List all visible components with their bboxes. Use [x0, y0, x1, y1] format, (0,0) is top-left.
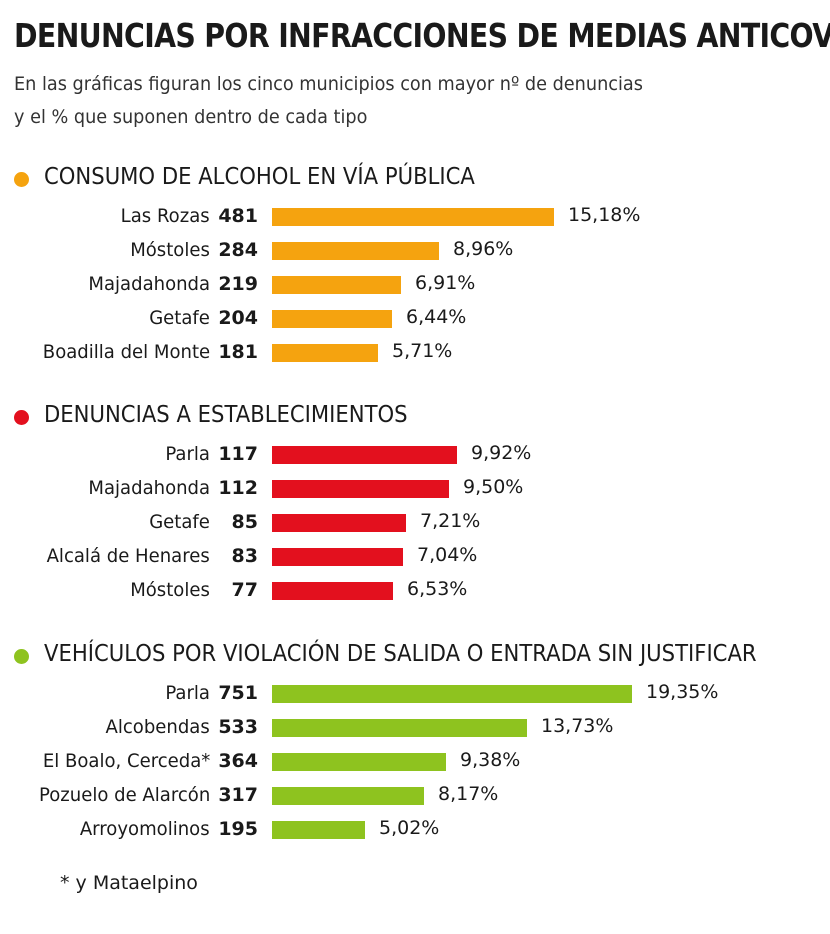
bar [272, 276, 401, 294]
municipality-label: Pozuelo de Alarcón [38, 784, 210, 806]
percentage-label: 13,73% [541, 715, 614, 737]
bar [272, 582, 393, 600]
bar [272, 514, 406, 532]
bar-row: Alcalá de Henares 83 7,04% [0, 540, 830, 574]
municipality-label: El Boalo, Cerceda* [42, 750, 210, 772]
section-header: DENUNCIAS A ESTABLECIMIENTOS [0, 398, 830, 438]
percentage-label: 5,02% [379, 817, 440, 839]
complaint-count: 751 [218, 682, 258, 704]
bar-row: Majadahonda 112 9,50% [0, 472, 830, 506]
bar-row: Parla 751 19,35% [0, 677, 830, 711]
percentage-label: 9,38% [460, 749, 521, 771]
bar-row: El Boalo, Cerceda* 364 9,38% [0, 745, 830, 779]
complaint-count: 181 [218, 341, 258, 363]
section-title: CONSUMO DE ALCOHOL EN VÍA PÚBLICA [44, 164, 475, 190]
percentage-label: 15,18% [568, 204, 641, 226]
bar [272, 685, 632, 703]
complaint-count: 219 [218, 273, 258, 295]
bar-row: Arroyomolinos 195 5,02% [0, 813, 830, 847]
percentage-label: 8,17% [438, 783, 499, 805]
bar [272, 344, 378, 362]
bar [272, 242, 439, 260]
percentage-label: 7,21% [420, 510, 481, 532]
municipality-label: Getafe [149, 307, 210, 329]
section-header: VEHÍCULOS POR VIOLACIÓN DE SALIDA O ENTR… [0, 637, 830, 677]
subtitle-line-2: y el % que suponen dentro de cada tipo [14, 106, 368, 128]
bar-row: Pozuelo de Alarcón 317 8,17% [0, 779, 830, 813]
bar-rows: Parla 117 9,92% Majadahonda 112 9,50% Getafe 85… [0, 438, 830, 608]
municipality-label: Majadahonda [88, 477, 210, 499]
bar-rows: Las Rozas 481 15,18% Móstoles 284 8,96% Majada… [0, 200, 830, 370]
chart-title: DENUNCIAS POR INFRACCIONES DE MEDIAS ANT… [14, 16, 830, 55]
bar-row: Getafe 85 7,21% [0, 506, 830, 540]
complaint-count: 533 [218, 716, 258, 738]
municipality-label: Arroyomolinos [80, 818, 210, 840]
section-title: DENUNCIAS A ESTABLECIMIENTOS [44, 402, 408, 428]
complaint-count: 284 [218, 239, 258, 261]
bar-row: Parla 117 9,92% [0, 438, 830, 472]
municipality-label: Boadilla del Monte [42, 341, 210, 363]
municipality-label: Parla [165, 443, 210, 465]
bar [272, 310, 392, 328]
bar-row: Móstoles 77 6,53% [0, 574, 830, 608]
percentage-label: 6,91% [415, 272, 476, 294]
complaint-count: 77 [231, 579, 258, 601]
bar [272, 548, 403, 566]
bullet-dot-icon [14, 410, 29, 425]
subtitle-line-1: En las gráficas figuran los cinco munici… [14, 73, 643, 95]
municipality-label: Alcobendas [105, 716, 210, 738]
bar [272, 787, 424, 805]
bar-row: Alcobendas 533 13,73% [0, 711, 830, 745]
bar-rows: Parla 751 19,35% Alcobendas 533 13,73% El Boal… [0, 677, 830, 847]
complaint-count: 195 [218, 818, 258, 840]
bullet-dot-icon [14, 172, 29, 187]
municipality-label: Majadahonda [88, 273, 210, 295]
municipality-label: Las Rozas [121, 205, 210, 227]
complaint-count: 204 [218, 307, 258, 329]
bar [272, 719, 527, 737]
chart-subtitle: En las gráficas figuran los cinco munici… [14, 68, 758, 134]
section-establecimientos: DENUNCIAS A ESTABLECIMIENTOS Parla 117 9,9… [0, 398, 830, 608]
complaint-count: 117 [218, 443, 258, 465]
section-title: VEHÍCULOS POR VIOLACIÓN DE SALIDA O ENTR… [44, 641, 757, 667]
municipality-label: Getafe [149, 511, 210, 533]
complaint-count: 364 [218, 750, 258, 772]
percentage-label: 8,96% [453, 238, 514, 260]
bar-row: Móstoles 284 8,96% [0, 234, 830, 268]
percentage-label: 9,50% [463, 476, 524, 498]
complaint-count: 317 [218, 784, 258, 806]
bar-row: Majadahonda 219 6,91% [0, 268, 830, 302]
section-alcohol: CONSUMO DE ALCOHOL EN VÍA PÚBLICA Las Ro… [0, 160, 830, 370]
percentage-label: 7,04% [417, 544, 478, 566]
complaint-count: 481 [218, 205, 258, 227]
bar [272, 821, 365, 839]
percentage-label: 6,44% [406, 306, 467, 328]
municipality-label: Móstoles [130, 239, 210, 261]
bar-row: Getafe 204 6,44% [0, 302, 830, 336]
municipality-label: Móstoles [130, 579, 210, 601]
municipality-label: Parla [165, 682, 210, 704]
complaint-count: 85 [231, 511, 258, 533]
percentage-label: 6,53% [407, 578, 468, 600]
bullet-dot-icon [14, 649, 29, 664]
bar-row: Las Rozas 481 15,18% [0, 200, 830, 234]
complaint-count: 112 [218, 477, 258, 499]
section-vehiculos: VEHÍCULOS POR VIOLACIÓN DE SALIDA O ENTR… [0, 637, 830, 847]
bar-row: Boadilla del Monte 181 5,71% [0, 336, 830, 370]
bar [272, 753, 446, 771]
bar [272, 208, 554, 226]
section-header: CONSUMO DE ALCOHOL EN VÍA PÚBLICA [0, 160, 830, 200]
percentage-label: 19,35% [646, 681, 719, 703]
percentage-label: 5,71% [392, 340, 453, 362]
bar [272, 446, 457, 464]
complaint-count: 83 [231, 545, 258, 567]
footnote: * y Mataelpino [60, 872, 198, 894]
municipality-label: Alcalá de Henares [46, 545, 210, 567]
bar [272, 480, 449, 498]
percentage-label: 9,92% [471, 442, 532, 464]
